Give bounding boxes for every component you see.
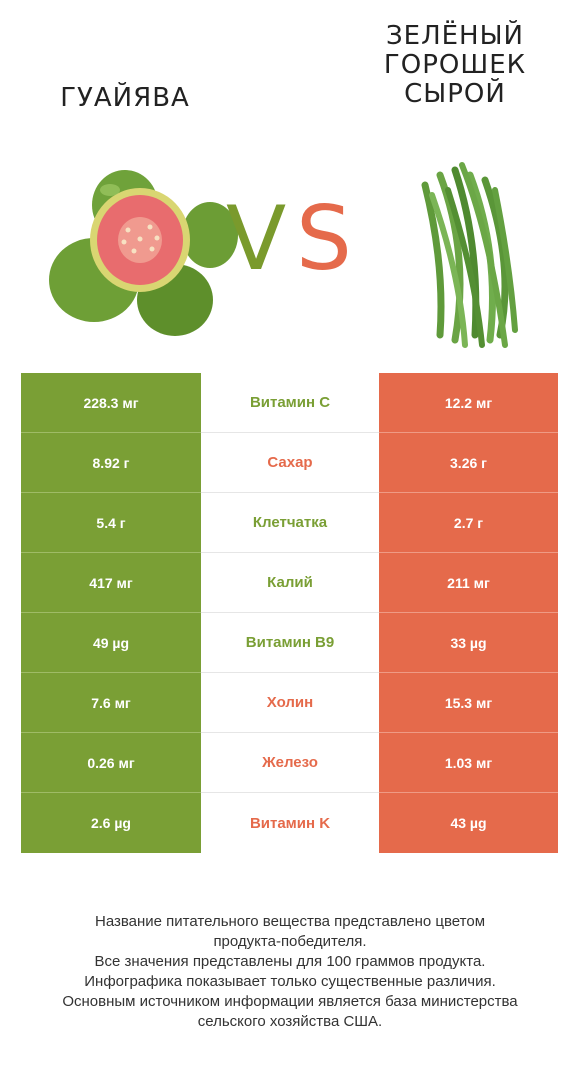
left-value-cell: 7.6 мг	[21, 673, 201, 733]
table-row: 8.92 г Сахар 3.26 г	[21, 433, 558, 493]
right-value-cell: 211 мг	[379, 553, 558, 613]
table-row: 49 µg Витамин B9 33 µg	[21, 613, 558, 673]
footer-notes: Название питательного вещества представл…	[20, 912, 560, 1032]
right-value-cell: 15.3 мг	[379, 673, 558, 733]
left-value-cell: 417 мг	[21, 553, 201, 613]
table-row: 0.26 мг Железо 1.03 мг	[21, 733, 558, 793]
right-value-cell: 43 µg	[379, 793, 558, 853]
right-title-line: ЗЕЛЁНЫЙ	[385, 21, 524, 51]
table-row: 7.6 мг Холин 15.3 мг	[21, 673, 558, 733]
footer-line: Инфографика показывает только существенн…	[84, 973, 496, 990]
right-value-cell: 1.03 мг	[379, 733, 558, 793]
nutrient-label: Железо	[201, 733, 379, 793]
left-product-title: ГУАЙЯВА	[60, 83, 190, 113]
hero-illustration	[49, 162, 518, 348]
vs-letter-s: S	[296, 187, 352, 290]
left-value-cell: 5.4 г	[21, 493, 201, 553]
table-row: 417 мг Калий 211 мг	[21, 553, 558, 613]
right-value-cell: 3.26 г	[379, 433, 558, 493]
left-value-cell: 8.92 г	[21, 433, 201, 493]
footer-line: Основным источником информации является …	[62, 993, 518, 1010]
nutrient-label: Витамин C	[201, 373, 379, 433]
green-beans-image	[421, 162, 518, 348]
left-value-cell: 228.3 мг	[21, 373, 201, 433]
vs-letter-v: V	[226, 187, 287, 290]
right-value-cell: 12.2 мг	[379, 373, 558, 433]
footer-line: продукта-победителя.	[213, 933, 367, 950]
guava-image	[49, 170, 238, 336]
right-value-cell: 33 µg	[379, 613, 558, 673]
right-value-cell: 2.7 г	[379, 493, 558, 553]
nutrient-label: Витамин B9	[201, 613, 379, 673]
left-value-cell: 0.26 мг	[21, 733, 201, 793]
nutrient-label: Калий	[201, 553, 379, 613]
comparison-table: 228.3 мг Витамин C 12.2 мг 8.92 г Сахар 3.26 …	[21, 373, 558, 853]
footer-line: сельского хозяйства США.	[197, 1013, 383, 1030]
footer-line: Название питательного вещества представл…	[94, 913, 486, 930]
right-title-line: ГОРОШЕК	[383, 50, 527, 80]
left-value-cell: 2.6 µg	[21, 793, 201, 853]
table-row: 2.6 µg Витамин K 43 µg	[21, 793, 558, 853]
nutrient-label: Витамин K	[201, 793, 379, 853]
nutrient-label: Клетчатка	[201, 493, 379, 553]
nutrient-label: Холин	[201, 673, 379, 733]
table-row: 228.3 мг Витамин C 12.2 мг	[21, 373, 558, 433]
footer-line: Все значения представлены для 100 граммо…	[94, 953, 486, 970]
right-product-title: ЗЕЛЁНЫЙ ГОРОШЕК СЫРОЙ	[360, 22, 550, 109]
left-value-cell: 49 µg	[21, 613, 201, 673]
right-title-line: СЫРОЙ	[404, 79, 506, 109]
nutrient-label: Сахар	[201, 433, 379, 493]
table-row: 5.4 г Клетчатка 2.7 г	[21, 493, 558, 553]
